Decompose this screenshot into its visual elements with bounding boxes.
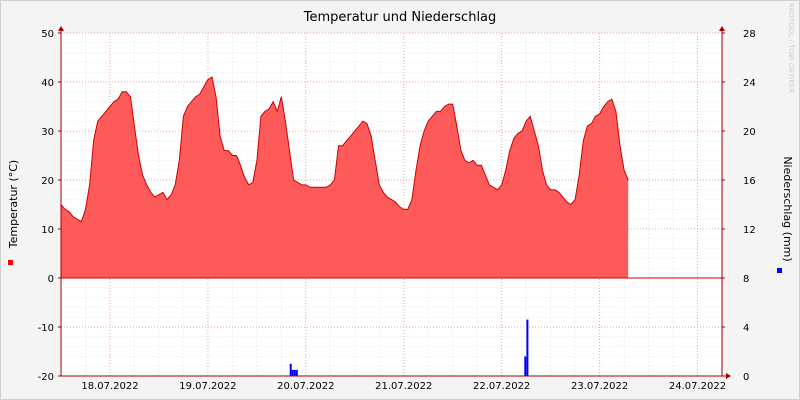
temperature-legend-swatch — [8, 260, 13, 265]
x-axis-arrow — [726, 373, 731, 379]
precipitation-bar — [295, 369, 298, 376]
left-tick-label: 0 — [48, 274, 54, 285]
axes — [58, 26, 731, 379]
right-axis-arrow — [719, 26, 725, 31]
left-tick-label: 30 — [41, 127, 54, 138]
left-tick-label: 50 — [41, 29, 54, 40]
precipitation-bar — [526, 319, 529, 376]
right-tick-label: 4 — [743, 323, 749, 334]
left-axis-arrow — [58, 26, 64, 31]
left-axis-ticks: 50 40 30 20 10 0 -10 -20 — [38, 29, 61, 383]
right-tick-label: 0 — [743, 372, 749, 383]
temperature-area — [61, 77, 629, 278]
precipitation-bar — [293, 369, 296, 376]
watermark: RRDTOOL / TOBI OETIKER — [787, 3, 795, 93]
right-tick-label: 8 — [743, 274, 749, 285]
left-axis-label: Temperatur (°C) — [7, 160, 20, 249]
left-tick-label: 20 — [41, 176, 54, 187]
x-tick-label: 18.07.2022 — [81, 381, 138, 392]
right-axis-label: Niederschlag (mm) — [781, 156, 794, 261]
temperature-line — [60, 76, 629, 223]
right-tick-label: 24 — [743, 78, 756, 89]
x-tick-label: 19.07.2022 — [179, 381, 236, 392]
left-tick-label: -10 — [38, 323, 54, 334]
precipitation-bar — [524, 356, 527, 376]
left-tick-label: 10 — [41, 225, 54, 236]
precipitation-bar — [291, 369, 294, 376]
left-tick-label: 40 — [41, 78, 54, 89]
x-tick-label: 20.07.2022 — [277, 381, 334, 392]
right-tick-label: 16 — [743, 176, 756, 187]
right-axis-ticks: 28 24 20 16 12 8 4 0 — [722, 29, 756, 383]
x-axis-ticks: 18.07.2022 19.07.2022 20.07.2022 21.07.2022… — [81, 381, 726, 392]
precipitation-legend-swatch — [777, 268, 782, 273]
chart-title: Temperatur und Niederschlag — [303, 10, 497, 25]
x-tick-label: 24.07.2022 — [669, 381, 726, 392]
right-tick-label: 20 — [743, 127, 756, 138]
right-tick-label: 12 — [743, 225, 756, 236]
x-tick-label: 23.07.2022 — [571, 381, 628, 392]
precipitation-bar — [289, 363, 292, 377]
x-tick-label: 22.07.2022 — [473, 381, 530, 392]
left-tick-label: -20 — [38, 372, 54, 383]
precipitation-bars — [289, 319, 529, 377]
x-tick-label: 21.07.2022 — [375, 381, 432, 392]
right-tick-label: 28 — [743, 29, 756, 40]
